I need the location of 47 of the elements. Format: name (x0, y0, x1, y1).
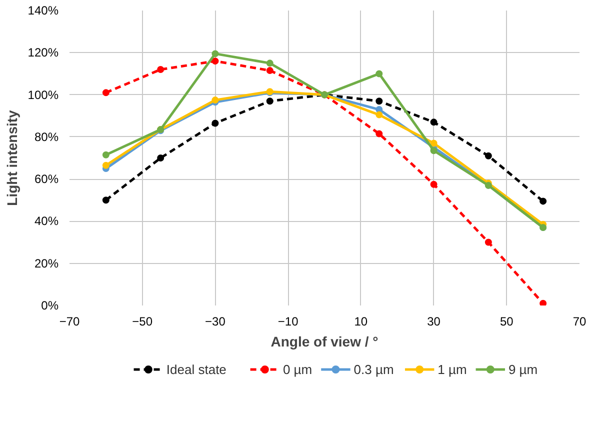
y-tick-label: 60% (34, 172, 59, 186)
point (376, 130, 383, 138)
point (484, 152, 492, 160)
x-tick-label: −10 (278, 314, 299, 328)
point (266, 98, 274, 105)
point (266, 60, 274, 67)
y-tick-label: 100% (28, 88, 59, 102)
point (102, 196, 110, 204)
point (484, 238, 492, 246)
y-tick-label: 140% (28, 4, 59, 18)
x-tick-label: 10 (354, 314, 368, 328)
point (430, 147, 438, 154)
point (430, 180, 438, 188)
point (102, 162, 110, 169)
x-tick-label: −50 (132, 314, 153, 328)
point (212, 58, 219, 65)
y-tick-label: 120% (28, 46, 59, 60)
y-tick-label: 20% (34, 256, 59, 270)
point (266, 67, 274, 74)
point (157, 154, 164, 162)
point (540, 198, 547, 205)
y-tick-label: 80% (34, 130, 59, 144)
x-tick-label: 70 (572, 314, 586, 328)
x-tick-label: −70 (59, 314, 80, 328)
point (157, 66, 164, 73)
x-axis-title: Angle of view / ° (270, 334, 378, 350)
y-tick-label: 0% (41, 298, 59, 312)
point (540, 300, 547, 306)
x-tick-label: 50 (500, 314, 514, 328)
x-tick-label: 30 (427, 314, 441, 328)
point (102, 151, 110, 158)
legend-label: Ideal state (166, 362, 226, 377)
legend-label: 0.3 µm (354, 362, 394, 377)
x-tick-label: −30 (205, 314, 226, 328)
point (376, 98, 383, 105)
point (430, 140, 438, 147)
point (376, 70, 383, 78)
point (430, 118, 438, 126)
point (212, 50, 219, 58)
legend-label: 9 µm (508, 362, 538, 377)
point (102, 89, 110, 96)
point (212, 120, 219, 127)
y-tick-label: 40% (34, 214, 59, 228)
point (376, 111, 383, 118)
y-axis-title: Light intensity (4, 110, 20, 206)
legend-label: 0 µm (282, 362, 312, 377)
legend-label: 1 µm (438, 362, 467, 377)
